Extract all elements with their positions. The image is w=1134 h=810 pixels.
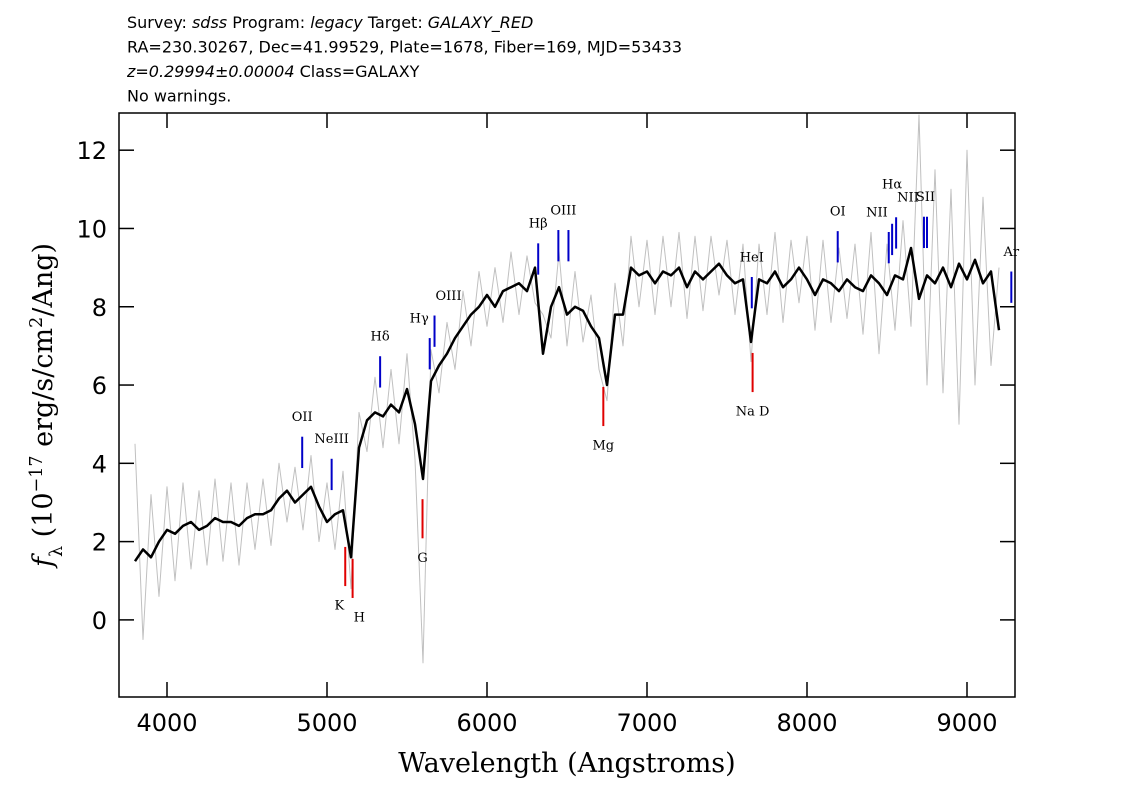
text-segment: (10 bbox=[28, 492, 59, 545]
header-line: No warnings. bbox=[127, 87, 231, 106]
spectrum-line bbox=[133, 246, 1001, 562]
y-tick-label: 6 bbox=[92, 372, 107, 400]
plot-area bbox=[133, 114, 1001, 664]
emission-label: NII bbox=[866, 205, 888, 220]
emission-label: Hδ bbox=[371, 330, 390, 345]
text-segment: GALAXY_RED bbox=[428, 13, 533, 33]
x-tick-label: 6000 bbox=[456, 709, 517, 737]
text-segment: f bbox=[28, 553, 59, 569]
emission-label: Hβ bbox=[529, 217, 548, 232]
emission-label: OIII bbox=[550, 203, 576, 218]
absorption-label: G bbox=[417, 551, 427, 566]
text-segment: Target: bbox=[363, 13, 428, 32]
plot-frame bbox=[118, 112, 1016, 698]
absorption-label: K bbox=[335, 599, 345, 614]
text-segment: legacy bbox=[310, 13, 363, 32]
emission-label: HeI bbox=[740, 250, 764, 265]
emission-label: OII bbox=[292, 410, 313, 425]
x-tick-label: 8000 bbox=[776, 709, 837, 737]
spectrum-line bbox=[134, 114, 1000, 664]
y-tick-label: 2 bbox=[92, 529, 107, 557]
text-segment: Class=GALAXY bbox=[295, 62, 420, 81]
y-tick-label: 8 bbox=[92, 294, 107, 322]
header-line: z=0.29994±0.00004 Class=GALAXY bbox=[126, 62, 420, 81]
text-segment: RA=230.30267, Dec=41.99529, Plate=1678, … bbox=[127, 38, 682, 57]
emission-label: NII bbox=[897, 191, 919, 206]
header-line: Survey: sdss Program: legacy Target: GAL… bbox=[127, 13, 533, 33]
text-segment: erg/s/cm bbox=[28, 328, 59, 456]
emission-label: Hα bbox=[882, 178, 902, 193]
text-segment: /Ang) bbox=[28, 243, 59, 317]
x-tick-label: 5000 bbox=[296, 709, 357, 737]
emission-label: OIII bbox=[436, 289, 462, 304]
y-tick-label: 12 bbox=[76, 137, 107, 165]
emission-label: Hγ bbox=[410, 311, 429, 326]
emission-label: NeIII bbox=[314, 432, 348, 447]
y-tick-label: 4 bbox=[92, 450, 107, 478]
emission-label: OI bbox=[830, 204, 846, 219]
x-tick-label: 4000 bbox=[136, 709, 197, 737]
emission-label: SII bbox=[916, 190, 935, 205]
y-tick-label: 0 bbox=[92, 607, 107, 635]
text-segment: No warnings. bbox=[127, 87, 231, 106]
absorption-label: Na D bbox=[736, 405, 770, 420]
y-tick-label: 10 bbox=[76, 215, 107, 243]
y-axis-title: fλ (10−17 erg/s/cm2/Ang) bbox=[27, 243, 67, 569]
absorption-label: Mg bbox=[592, 439, 614, 454]
x-tick-label: 9000 bbox=[936, 709, 997, 737]
text-segment: 2 bbox=[27, 317, 47, 328]
text-segment: Program: bbox=[227, 13, 310, 32]
text-segment: z=0.29994±0.00004 bbox=[126, 62, 295, 81]
text-segment: −17 bbox=[27, 455, 47, 492]
text-segment: λ bbox=[47, 546, 67, 557]
text-segment: sdss bbox=[192, 13, 227, 32]
absorption-label: H bbox=[354, 610, 365, 625]
x-tick-label: 7000 bbox=[616, 709, 677, 737]
x-axis-title: Wavelength (Angstroms) bbox=[398, 748, 735, 779]
text-segment: Survey: bbox=[127, 13, 192, 32]
header-line: RA=230.30267, Dec=41.99529, Plate=1678, … bbox=[127, 38, 682, 57]
emission-label: Ar bbox=[1003, 245, 1020, 260]
